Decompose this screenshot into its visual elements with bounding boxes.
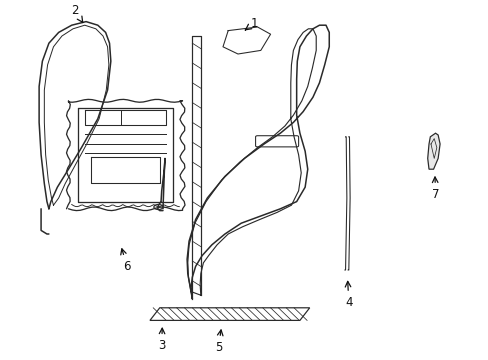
Text: 7: 7 <box>431 177 438 201</box>
Text: 6: 6 <box>121 249 131 273</box>
Polygon shape <box>427 133 439 169</box>
Text: 3: 3 <box>158 328 165 352</box>
Text: 1: 1 <box>245 17 258 30</box>
Text: 5: 5 <box>214 330 223 354</box>
Text: 4: 4 <box>345 282 352 309</box>
Text: 2: 2 <box>71 4 83 23</box>
